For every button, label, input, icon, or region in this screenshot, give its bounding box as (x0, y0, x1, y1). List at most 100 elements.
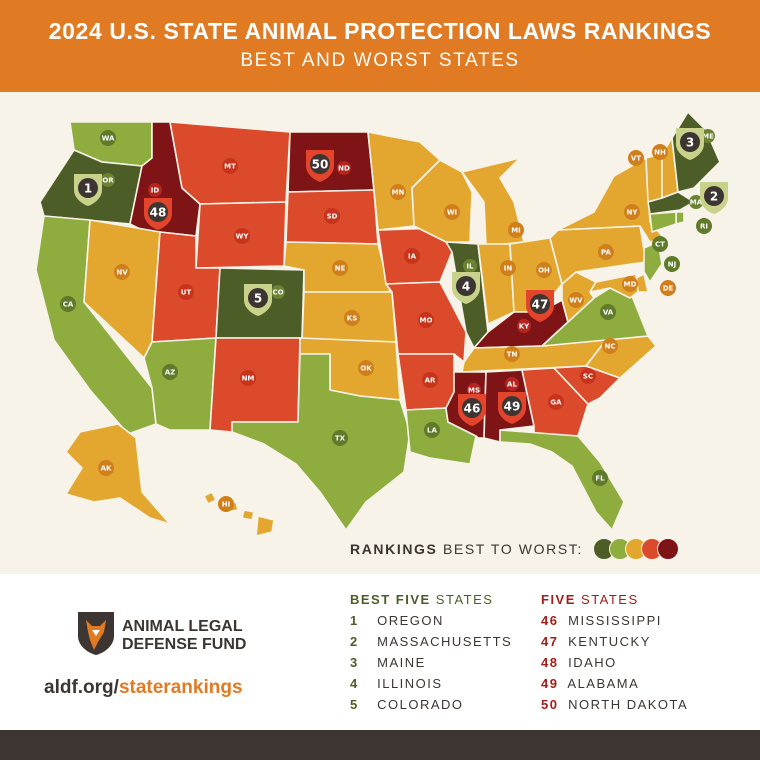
page-title: 2024 U.S. STATE ANIMAL PROTECTION LAWS R… (48, 18, 712, 44)
website-link[interactable]: aldf.org/staterankings (44, 677, 243, 698)
state-ny[interactable] (557, 157, 665, 243)
state-dot-ga (548, 394, 564, 410)
rank-circle-ky (530, 294, 550, 314)
state-label-ct: CT (655, 241, 665, 249)
best-state-name: MAINE (372, 655, 426, 670)
state-label-ky: KY (519, 323, 530, 331)
state-label-wy: WY (236, 233, 250, 241)
state-label-ok: OK (360, 365, 372, 373)
state-nm[interactable] (209, 337, 301, 433)
rank-circle-ms (462, 398, 482, 418)
state-label-or: OR (102, 177, 114, 185)
state-dot-ok (358, 360, 374, 376)
state-label-il: IL (466, 263, 474, 271)
state-dot-ks (344, 310, 360, 326)
state-dot-mo (418, 312, 434, 328)
best-rank: 2 (350, 634, 359, 649)
state-dot-sd (324, 208, 340, 224)
us-map-svg: WA OR CA ID NV MT WY UT AZ CO NM ND SD NE KS OK TX MN IA MO… (35, 111, 728, 537)
org-name-line2: DEFENSE FUND (122, 636, 247, 653)
state-wi[interactable] (411, 159, 473, 243)
rank-circle-al (502, 396, 522, 416)
state-label-sc: SC (583, 373, 593, 381)
state-label-ga: GA (550, 399, 562, 407)
state-dot-la (424, 422, 440, 438)
state-label-ut: UT (181, 289, 192, 297)
rank-circle-id (148, 202, 168, 222)
state-ak[interactable] (65, 423, 171, 525)
state-label-mi: MI (511, 227, 521, 235)
state-label-me: ME (702, 133, 714, 141)
rank-number-me: 3 (686, 136, 694, 150)
state-label-az: AZ (165, 369, 176, 377)
best-rank: 3 (350, 655, 359, 670)
state-dot-ca (60, 296, 76, 312)
page-subtitle: BEST AND WORST STATES (240, 50, 520, 71)
state-dot-me (701, 129, 715, 143)
state-fl[interactable] (499, 429, 625, 531)
state-az[interactable] (143, 337, 217, 431)
state-dot-fl (592, 470, 608, 486)
state-label-nd: ND (338, 165, 350, 173)
state-label-de: DE (663, 285, 674, 293)
state-dot-tn (504, 346, 520, 362)
state-dot-nc (602, 338, 618, 354)
state-dot-ky (517, 319, 531, 333)
best-state-name: OREGON (372, 613, 444, 628)
state-va[interactable] (541, 287, 649, 347)
state-dot-nd (337, 161, 351, 175)
state-label-nv: NV (116, 269, 128, 277)
org-name: ANIMAL LEGAL DEFENSE FUND (122, 618, 246, 654)
state-dot-mn (390, 184, 406, 200)
fox-logo-icon (76, 610, 116, 660)
state-dot-nh (652, 144, 668, 160)
state-label-ak: AK (101, 465, 112, 473)
worst-rank: 49 (541, 676, 559, 691)
rank-circle-co (248, 288, 268, 308)
state-sc[interactable] (553, 365, 621, 405)
state-label-nh: NH (654, 149, 666, 157)
best-rank: 1 (350, 613, 359, 628)
rank-number-il: 4 (462, 280, 470, 294)
state-label-nj: NJ (668, 261, 676, 269)
state-label-sd: SD (327, 213, 338, 221)
state-label-tx: TX (335, 435, 346, 443)
state-dot-tx (332, 430, 348, 446)
state-mi[interactable] (461, 157, 525, 247)
state-label-ar: AR (425, 377, 436, 385)
state-dot-ma (689, 195, 703, 209)
state-dot-ne (332, 260, 348, 276)
best-state-name: MASSACHUSETTS (372, 634, 513, 649)
best-state-name: ILLINOIS (372, 676, 443, 691)
state-dot-md (622, 276, 638, 292)
worst-row: 50 NORTH DAKOTA (541, 697, 688, 718)
state-ri[interactable] (675, 211, 685, 225)
state-label-ia: IA (408, 253, 417, 261)
state-vt[interactable] (645, 153, 663, 203)
state-tx[interactable] (231, 353, 411, 531)
state-label-co: CO (272, 289, 283, 297)
rank-circle-or (78, 178, 98, 198)
state-dot-ak (98, 460, 114, 476)
state-dot-oh (536, 262, 552, 278)
state-ct[interactable] (649, 211, 677, 233)
state-dot-az (162, 364, 178, 380)
state-label-nm: NM (242, 375, 255, 383)
state-label-ks: KS (347, 315, 357, 323)
worst-five-title: FIVE STATES (541, 592, 639, 607)
rank-circle-ma (704, 186, 724, 206)
state-dot-pa (598, 244, 614, 260)
state-hi[interactable] (203, 491, 275, 537)
state-dot-nm (240, 370, 256, 386)
state-dot-de (660, 280, 676, 296)
worst-row: 49 ALABAMA (541, 676, 688, 697)
state-label-in: IN (504, 265, 513, 273)
worst-state-name: NORTH DAKOTA (563, 697, 689, 712)
state-dot-or (101, 173, 115, 187)
state-label-la: LA (427, 427, 437, 435)
worst-row: 46 MISSISSIPPI (541, 613, 688, 634)
legend-label: RANKINGS BEST TO WORST: (350, 541, 583, 557)
best-state-name: COLORADO (372, 697, 464, 712)
rank-circle-me (680, 132, 700, 152)
state-dot-co (271, 285, 285, 299)
